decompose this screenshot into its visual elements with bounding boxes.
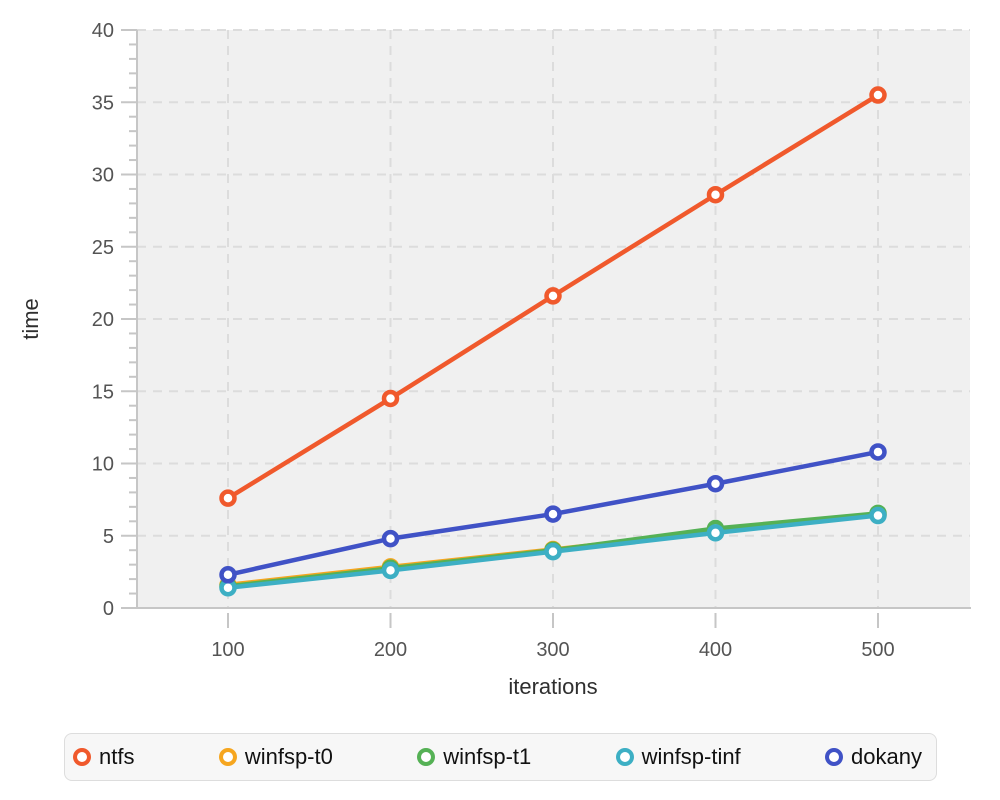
- legend-item-ntfs[interactable]: ntfs: [73, 746, 134, 768]
- axes: [136, 30, 971, 609]
- legend-label: ntfs: [99, 744, 135, 769]
- x-axis-title: iterations: [508, 674, 597, 699]
- y-tick-label: 25: [92, 237, 114, 259]
- legend-marker-icon: [73, 748, 91, 766]
- legend-item-winfsp-tinf[interactable]: winfsp-tinf: [615, 744, 741, 769]
- legend-item-winfsp-t1[interactable]: winfsp-t1: [417, 746, 531, 768]
- legend: ntfs winfsp-t0 winfsp-t1 winfsp-tinf dokany: [64, 733, 937, 781]
- legend-item-dokany[interactable]: dokany: [825, 746, 922, 768]
- series-ntfs: [219, 86, 887, 507]
- data-point-marker: [706, 524, 725, 542]
- x-tick-label: 500: [861, 639, 894, 661]
- data-point-marker: [381, 529, 400, 548]
- series-dokany: [219, 443, 887, 584]
- data-point-marker: [706, 185, 725, 204]
- legend-marker-icon: [615, 748, 634, 766]
- x-tick-label: 300: [536, 639, 569, 661]
- y-tick-label: 40: [92, 20, 114, 42]
- ticks: [121, 29, 879, 628]
- x-tick-label: 100: [211, 639, 244, 661]
- legend-item-winfsp-t0[interactable]: winfsp-t0: [218, 744, 333, 769]
- legend-marker-icon: [218, 748, 237, 766]
- y-tick-label: 10: [92, 454, 114, 476]
- y-tick-label: 15: [92, 381, 114, 403]
- x-tick-label: 400: [699, 639, 732, 661]
- legend-label: winfsp-t0: [244, 744, 333, 769]
- data-point-marker: [219, 566, 237, 584]
- legend-label: winfsp-tinf: [641, 744, 741, 769]
- data-point-marker: [706, 474, 725, 493]
- line-chart: 0 5 10 15 20 25 30 35 40 100 200 300 400 500 time itera…: [18, 20, 971, 699]
- y-tick-label: 0: [103, 598, 114, 620]
- legend-label: winfsp-t1: [443, 744, 532, 769]
- data-point-marker: [869, 506, 887, 525]
- y-axis-title: time: [18, 298, 43, 340]
- x-tick-label: 200: [374, 639, 407, 661]
- data-point-marker: [544, 505, 562, 523]
- legend-label: dokany: [851, 744, 922, 769]
- y-tick-label: 30: [92, 165, 114, 187]
- data-point-marker: [544, 287, 562, 305]
- data-point-marker: [219, 489, 237, 507]
- data-point-marker: [869, 443, 887, 461]
- data-point-marker: [869, 86, 887, 104]
- y-tick-label: 20: [92, 309, 114, 331]
- legend-marker-icon: [825, 748, 844, 766]
- data-point-marker: [381, 561, 400, 580]
- series-winfsp-tinf: [219, 506, 887, 597]
- y-tick-label: 35: [92, 92, 114, 114]
- data-point-marker: [381, 389, 400, 408]
- tick-labels: 0 5 10 15 20 25 30 35 40 100 200 300 400 500: [92, 20, 895, 661]
- legend-marker-icon: [417, 748, 436, 766]
- data-point-marker: [544, 542, 562, 561]
- y-tick-label: 5: [103, 526, 114, 548]
